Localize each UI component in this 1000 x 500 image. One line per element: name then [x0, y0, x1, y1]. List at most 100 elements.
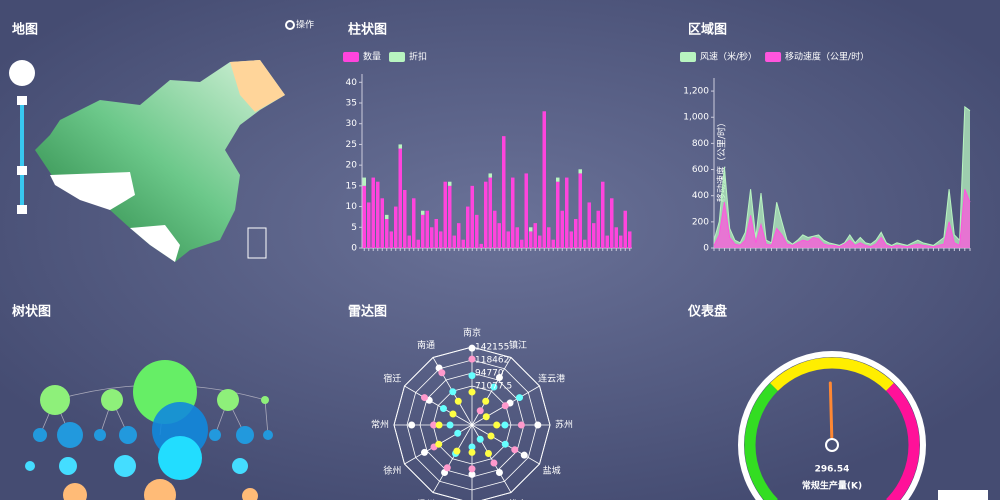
bar	[497, 223, 501, 248]
bar	[425, 210, 429, 248]
radar-point	[408, 421, 416, 429]
bar	[443, 181, 447, 248]
bar	[461, 239, 465, 248]
map-region[interactable]	[130, 225, 180, 262]
map-action[interactable]: 操作	[296, 19, 314, 31]
bar	[502, 136, 506, 248]
radar-point	[454, 429, 462, 437]
radar-label: 徐州	[383, 465, 401, 477]
y-tick-label: 400	[692, 191, 709, 201]
radar-point	[476, 407, 484, 415]
radar-point	[443, 464, 451, 472]
radar-tick-label: 94770	[475, 369, 504, 379]
gauge-value: 296.54	[815, 465, 850, 475]
gauge-band	[886, 383, 920, 500]
radar-point	[449, 410, 457, 418]
radar-point	[490, 383, 498, 391]
radar-label: 镇江	[509, 339, 527, 351]
radar-point	[468, 443, 476, 451]
radar-point	[487, 432, 495, 440]
radar-point	[435, 440, 443, 448]
bar	[376, 181, 380, 248]
bar	[587, 202, 591, 248]
radar-tick-label: 142155	[475, 343, 509, 353]
radar-axis	[432, 424, 473, 493]
radar-point	[468, 388, 476, 396]
radar-point	[446, 421, 454, 429]
y-tick-label: 600	[692, 165, 709, 175]
bar	[623, 210, 627, 248]
bar	[583, 239, 587, 248]
bar	[362, 177, 366, 186]
bar	[416, 239, 420, 248]
radar-point	[482, 413, 490, 421]
radar-label: 常州	[371, 419, 389, 431]
y-tick-label: 0	[703, 244, 709, 254]
tree-nodes	[25, 360, 273, 500]
zoom-in[interactable]	[17, 96, 27, 105]
radar-point	[490, 459, 498, 467]
panel-title: 地图	[12, 22, 38, 38]
area-fill	[714, 106, 970, 248]
zoom-out[interactable]	[17, 205, 27, 214]
radar-label: 苏州	[555, 419, 573, 431]
y-tick-label: 35	[346, 99, 357, 109]
radar-point	[468, 448, 476, 456]
bar	[488, 177, 492, 248]
radar-label: 连云港	[538, 373, 565, 385]
radar-point	[468, 344, 476, 352]
radar-point	[520, 451, 528, 459]
bar	[520, 239, 524, 248]
y-tick-label: 40	[346, 78, 358, 88]
zoom-knob[interactable]	[9, 60, 35, 86]
radar-point	[438, 369, 446, 377]
map-region[interactable]	[50, 172, 135, 210]
bar	[380, 198, 384, 248]
gauge-band	[770, 357, 894, 391]
gauge-band	[744, 383, 778, 500]
radar-point	[534, 421, 542, 429]
bar	[412, 198, 416, 248]
bar	[448, 181, 452, 186]
bar	[569, 231, 573, 248]
radar-label: 南京	[463, 327, 481, 339]
y-tick-label: 20	[346, 161, 358, 171]
bar	[421, 214, 425, 248]
bar	[475, 214, 479, 248]
map-region[interactable]	[35, 60, 285, 262]
bar	[448, 185, 452, 248]
y-tick-label: 200	[692, 217, 709, 227]
radar-point	[501, 421, 509, 429]
bar	[592, 223, 596, 248]
legend-label: 风速（米/秒）	[700, 51, 757, 63]
map-region[interactable]	[230, 60, 285, 112]
chart-title: 仪表盘	[687, 304, 727, 320]
radar-point	[468, 465, 476, 473]
bar	[533, 223, 537, 248]
legend-swatch	[389, 52, 406, 62]
legend-label: 数量	[363, 51, 381, 63]
bar	[398, 144, 402, 149]
bar	[389, 231, 393, 248]
bar	[362, 185, 366, 248]
gauge-needle	[828, 381, 834, 439]
bar	[565, 177, 569, 248]
bar	[506, 231, 510, 248]
radar-point	[439, 405, 447, 413]
y-tick-label: 800	[692, 139, 709, 149]
bar	[479, 243, 483, 248]
map-inset	[247, 227, 267, 259]
gear-icon[interactable]	[285, 20, 295, 30]
bar	[488, 173, 492, 178]
radar-point	[468, 372, 476, 380]
bar	[578, 173, 582, 248]
radar-point	[482, 397, 490, 405]
gauge-label: 常规生产量(K)	[802, 480, 862, 492]
radar-point	[453, 447, 461, 455]
chart-title: 柱状图	[348, 22, 387, 38]
zoom-handle[interactable]	[17, 166, 27, 175]
gauge-rim	[738, 351, 926, 500]
bar	[556, 177, 560, 182]
